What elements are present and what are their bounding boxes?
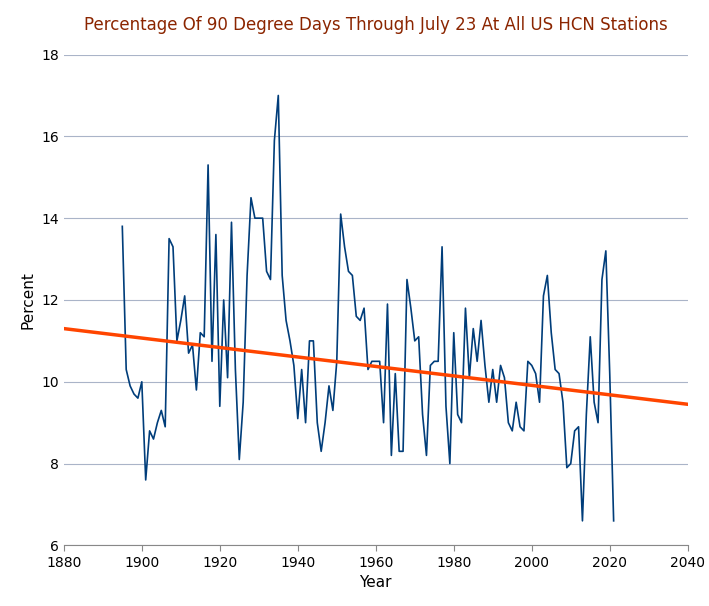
Y-axis label: Percent: Percent bbox=[21, 271, 35, 329]
Title: Percentage Of 90 Degree Days Through July 23 At All US HCN Stations: Percentage Of 90 Degree Days Through Jul… bbox=[84, 16, 668, 33]
X-axis label: Year: Year bbox=[359, 575, 392, 590]
